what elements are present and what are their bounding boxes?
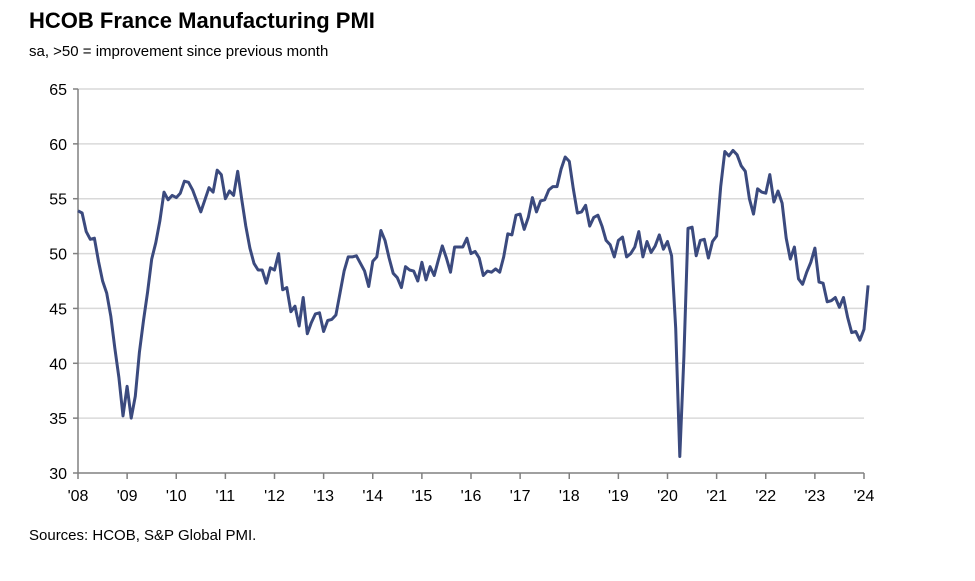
y-tick-label: 40 — [49, 356, 67, 373]
x-tick-label: '24 — [854, 488, 875, 505]
chart-subtitle: sa, >50 = improvement since previous mon… — [29, 43, 329, 60]
chart-source: Sources: HCOB, S&P Global PMI. — [29, 527, 257, 544]
x-tick-label: '10 — [166, 488, 187, 505]
x-tick-label: '08 — [68, 488, 89, 505]
y-tick-label: 50 — [49, 247, 67, 264]
y-tick-label: 65 — [49, 82, 67, 99]
x-tick-label: '19 — [608, 488, 629, 505]
x-tick-label: '16 — [461, 488, 482, 505]
y-tick-label: 60 — [49, 137, 67, 154]
x-tick-label: '18 — [559, 488, 580, 505]
chart-title: HCOB France Manufacturing PMI — [29, 8, 375, 33]
x-tick-label: '09 — [117, 488, 138, 505]
pmi-series-line — [77, 148, 870, 458]
x-tick-label: '13 — [313, 488, 334, 505]
x-tick-label: '15 — [411, 488, 432, 505]
x-tick-label: '22 — [755, 488, 776, 505]
y-tick-label: 55 — [49, 192, 67, 209]
x-tick-label: '11 — [216, 488, 236, 505]
x-tick-label: '23 — [804, 488, 825, 505]
x-tick-label: '17 — [510, 488, 531, 505]
x-tick-label: '12 — [264, 488, 285, 505]
x-tick-label: '20 — [657, 488, 678, 505]
y-tick-label: 35 — [49, 411, 67, 428]
y-tick-label: 45 — [49, 301, 67, 318]
x-tick-label: '14 — [362, 488, 383, 505]
x-tick-label: '21 — [706, 488, 727, 505]
y-tick-label: 30 — [49, 466, 67, 483]
